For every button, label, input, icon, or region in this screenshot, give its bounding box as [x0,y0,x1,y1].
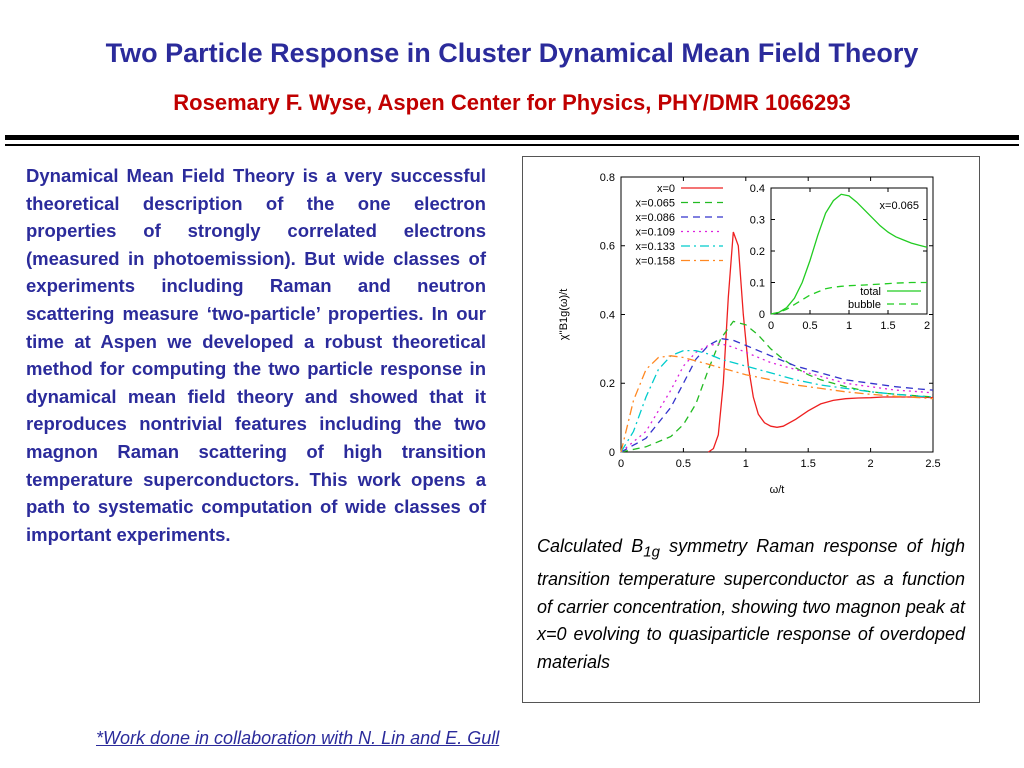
inset-legend-label: total [860,286,881,298]
main-x-tick-label: 0.5 [676,458,691,470]
main-x-tick-label: 1.5 [801,458,816,470]
inset-y-tick-label: 0 [759,309,765,321]
main-x-tick-label: 2 [868,458,874,470]
legend-label: x=0.158 [636,256,675,268]
inset-x-tick-label: 2 [924,320,930,332]
main-series-line-4 [620,349,934,453]
inset-y-tick-label: 0.3 [750,214,765,226]
main-y-tick-label: 0.4 [600,309,615,321]
inset-y-tick-label: 0.1 [750,277,765,289]
main-x-tick-label: 2.5 [925,458,940,470]
inset-y-tick-label: 0.4 [750,183,765,195]
main-x-tick-label: 0 [618,458,624,470]
legend-label: x=0.133 [636,241,675,253]
main-series-line-0 [708,231,934,453]
legend-label: x=0.086 [636,212,675,224]
legend-label: x=0 [657,183,675,195]
figure-panel: 0 0.5 1 1.5 2 2.5 0 0.2 0.4 0.6 0.8 x=0 x=0.065 x=0.… [522,156,980,703]
main-series-line-3 [620,343,934,453]
slide-subtitle: Rosemary F. Wyse, Aspen Center for Physi… [173,90,851,115]
main-x-tick-label: 1 [743,458,749,470]
inset-x-tick-label: 0.5 [802,320,817,332]
inset-x-tick-label: 1.5 [880,320,895,332]
main-y-tick-label: 0.8 [600,172,615,184]
inset-x-tick-label: 0 [768,320,774,332]
legend-label: x=0.109 [636,227,675,239]
main-y-tick-label: 0.6 [600,241,615,253]
main-series-line-2 [620,337,934,453]
main-y-tick-label: 0 [609,447,615,459]
raman-response-chart: 0 0.5 1 1.5 2 2.5 0 0.2 0.4 0.6 0.8 x=0 x=0.065 x=0.… [558,172,941,496]
legend-label: x=0.065 [636,198,675,210]
caption-pre: Calculated B [537,536,644,556]
x-axis-label: ω/t [770,484,785,496]
inset-series-line-1 [770,281,927,315]
caption-post: symmetry Raman response of high transiti… [537,536,965,672]
body-paragraph: Dynamical Mean Field Theory is a very su… [26,165,486,545]
figure-caption: Calculated B1g symmetry Raman response o… [537,533,965,676]
slide-title: Two Particle Response in Cluster Dynamic… [105,38,919,68]
main-series-line-5 [620,355,934,453]
y-axis-label: χ''B1g(ω)/t [558,289,570,341]
header-divider-thin [5,144,1019,146]
caption-sub: 1g [643,543,660,561]
inset-legend-label: bubble [848,299,881,311]
collaboration-footnote: *Work done in collaboration with N. Lin … [96,728,500,748]
inset-y-tick-label: 0.2 [750,246,765,258]
inset-x-tick-label: 1 [846,320,852,332]
main-y-tick-label: 0.2 [600,378,615,390]
inset-annotation: x=0.065 [880,200,919,212]
inset-series-line-0 [770,193,928,315]
main-series-line-1 [620,320,934,453]
header-divider-thick [5,135,1019,140]
